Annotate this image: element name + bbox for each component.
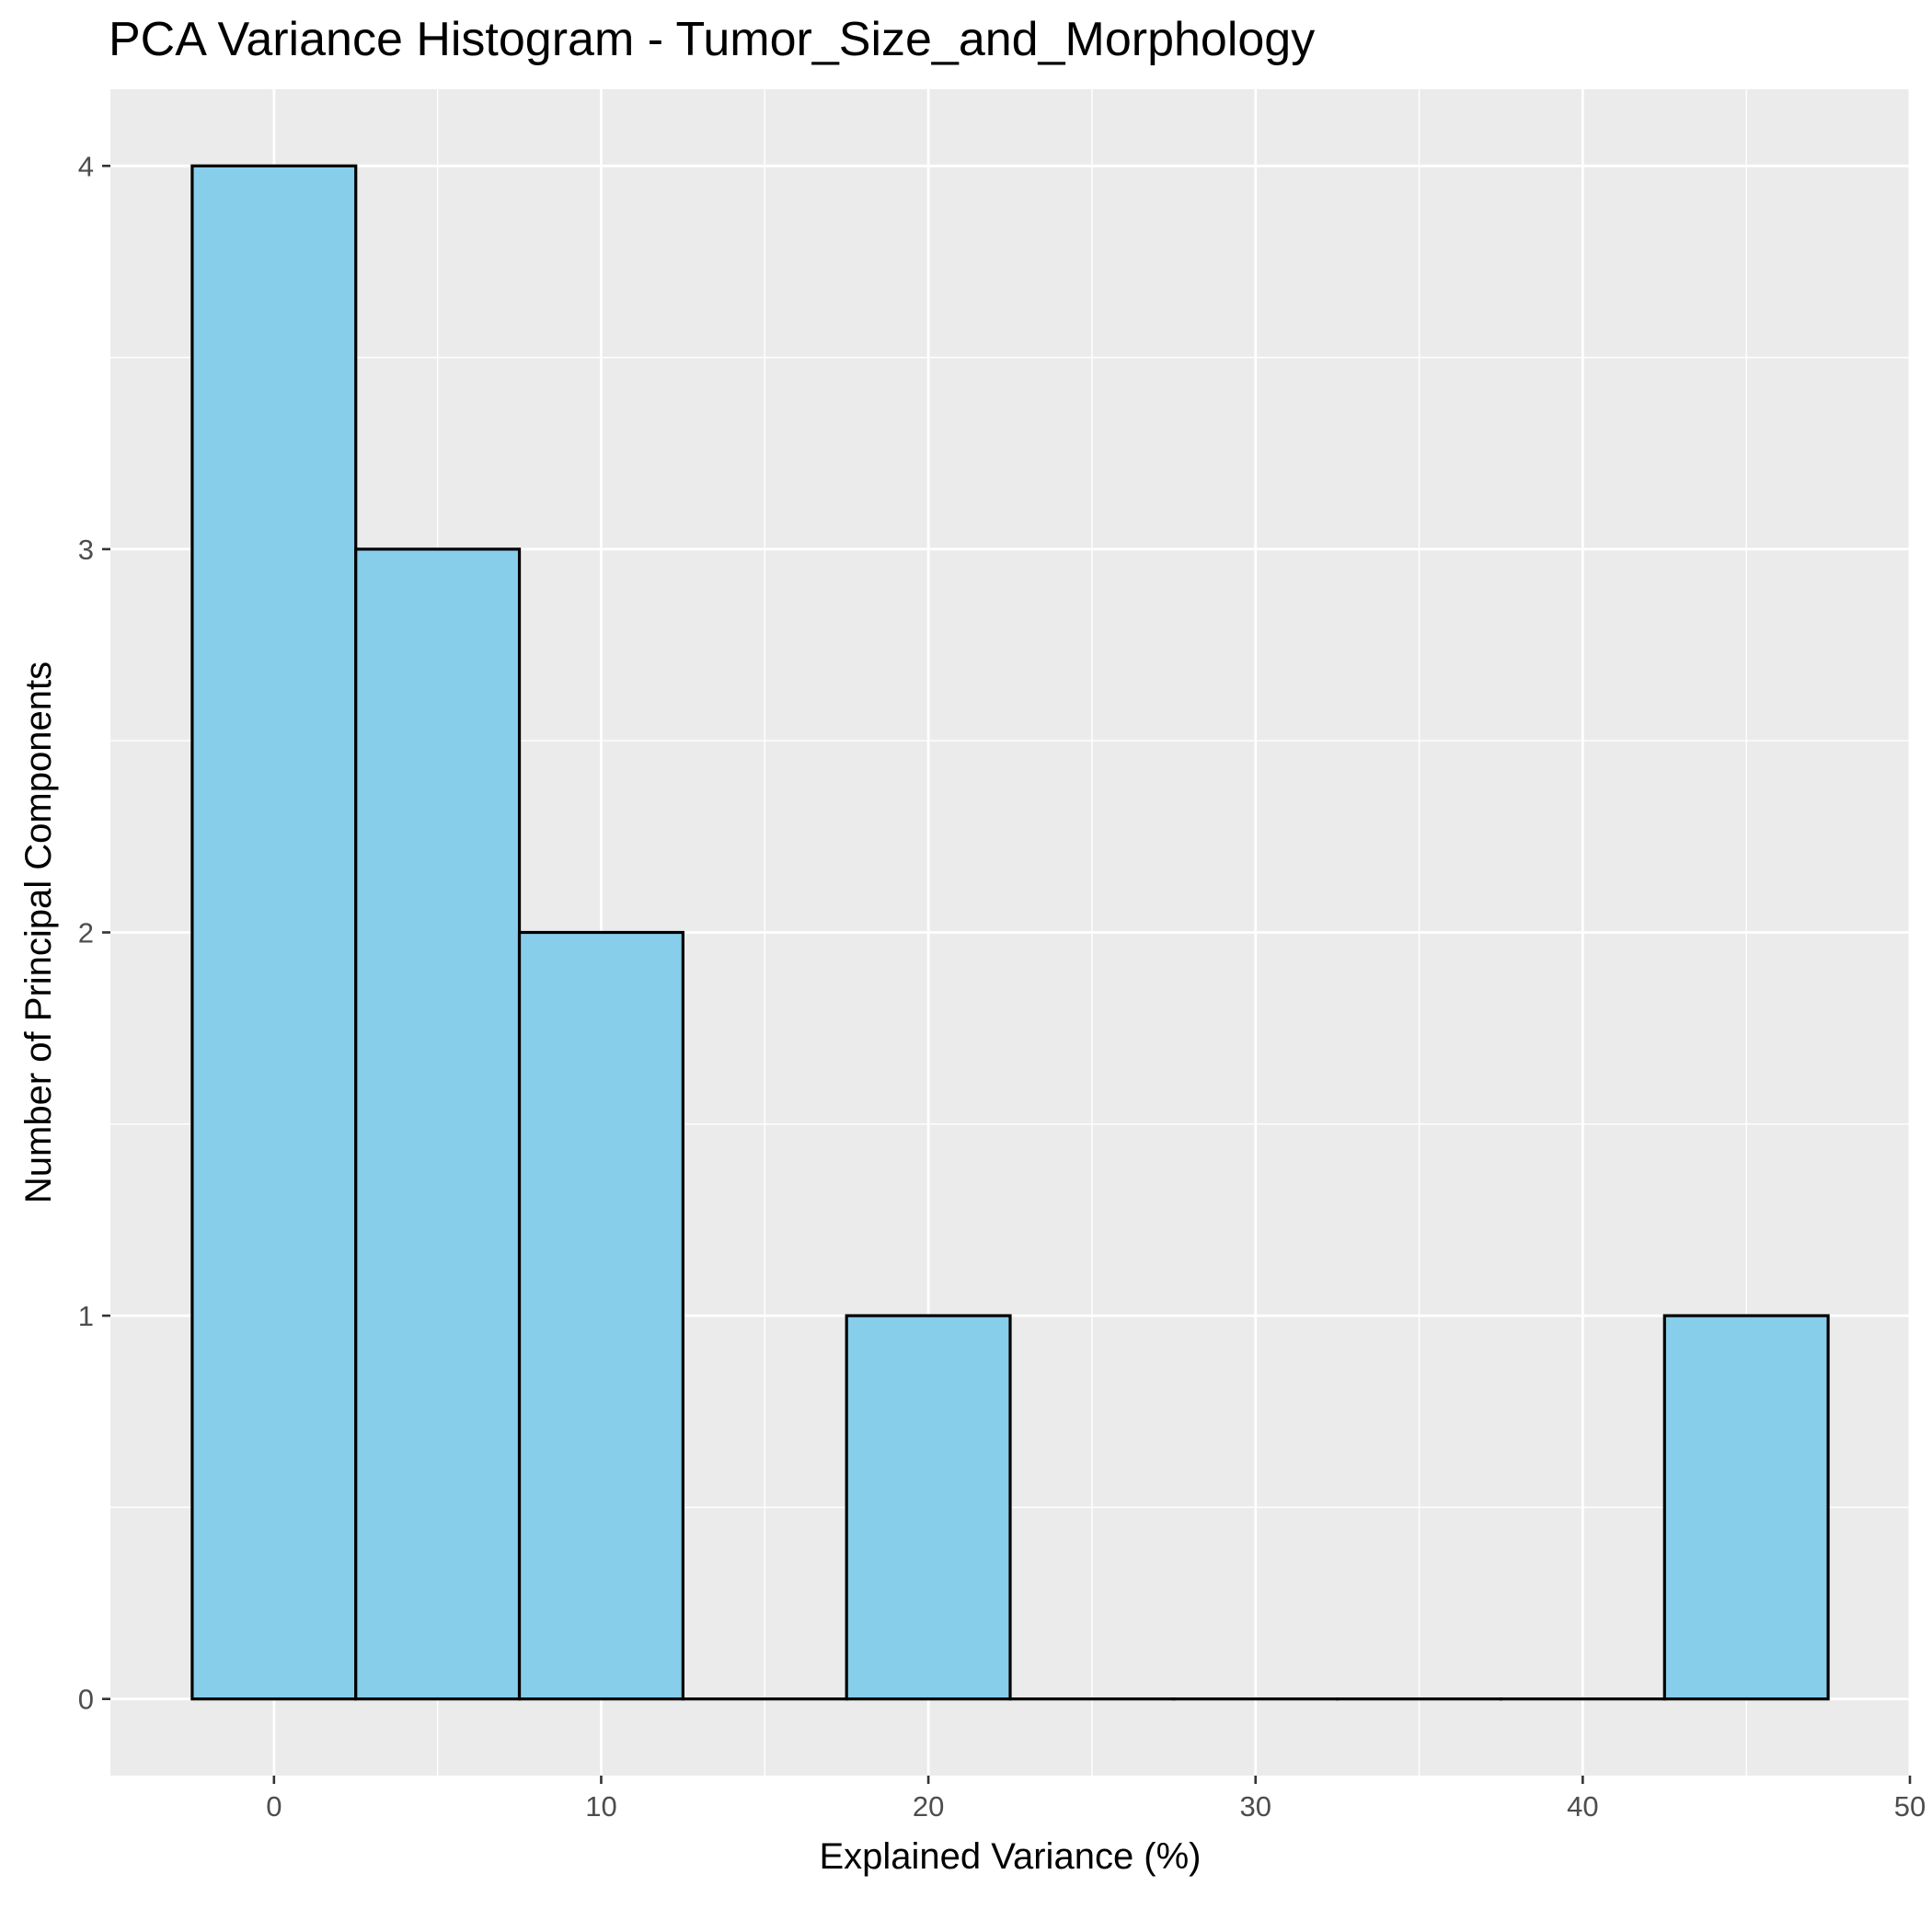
- histogram-bar: [1662, 1314, 1830, 1701]
- axis-layer: 0 10 20 30 40 50 0 1 2 3 4: [78, 150, 1926, 1823]
- histogram-bar: [845, 1314, 1012, 1701]
- y-tick-label: 3: [78, 534, 94, 566]
- histogram-bar: [354, 547, 522, 1701]
- y-tick-label: 2: [78, 917, 94, 949]
- x-tick-label: 20: [913, 1790, 944, 1823]
- histogram-bar: [190, 164, 358, 1701]
- x-tick-label: 50: [1894, 1790, 1926, 1823]
- x-tick-label: 0: [266, 1790, 282, 1823]
- x-tick-label: 10: [585, 1790, 616, 1823]
- histogram-bar: [517, 930, 684, 1701]
- x-tick-label: 40: [1567, 1790, 1598, 1823]
- bars-layer: [190, 164, 1830, 1701]
- x-tick-label: 30: [1239, 1790, 1271, 1823]
- y-tick-label: 0: [78, 1684, 94, 1716]
- y-axis-title: Number of Principal Components: [18, 661, 59, 1203]
- x-axis-title: Explained Variance (%): [819, 1836, 1201, 1877]
- chart-title: PCA Variance Histogram - Tumor_Size_and_…: [109, 13, 1315, 66]
- y-tick-label: 1: [78, 1300, 94, 1332]
- y-tick-label: 4: [78, 150, 94, 182]
